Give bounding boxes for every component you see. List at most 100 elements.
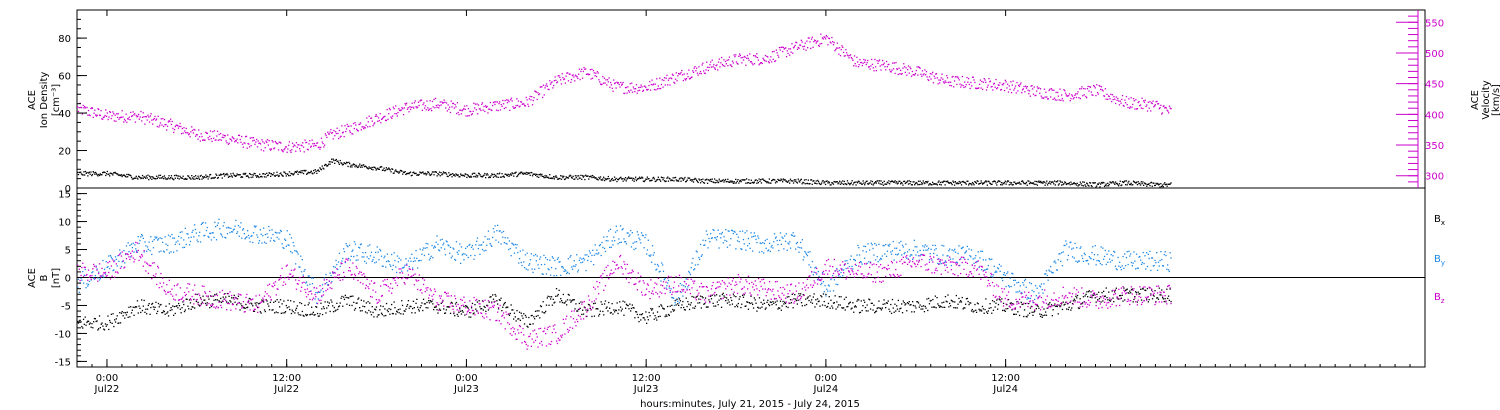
by-point [451, 255, 453, 257]
bx-point [489, 296, 491, 298]
velocity-point [913, 74, 915, 76]
by-point [517, 251, 519, 254]
bx-point [880, 307, 882, 310]
density-point [465, 173, 467, 176]
velocity-point [268, 140, 270, 142]
velocity-point [564, 82, 566, 84]
velocity-point [1099, 85, 1101, 87]
velocity-point [608, 77, 610, 79]
velocity-point [713, 64, 715, 66]
bx-point [942, 306, 944, 308]
bx-point [687, 301, 689, 303]
velocity-point [1025, 87, 1028, 89]
bx-point [1169, 288, 1171, 290]
bx-point [587, 309, 589, 312]
bx-point [915, 307, 917, 309]
density-point [1075, 184, 1078, 186]
by-point [214, 221, 216, 223]
bx-point [978, 308, 980, 310]
bx-point [272, 309, 274, 311]
by-point [283, 247, 285, 249]
bx-point [433, 308, 435, 311]
by-point [455, 241, 458, 243]
density-point [1016, 182, 1018, 184]
bx-point [132, 306, 134, 308]
velocity-point [993, 82, 995, 84]
bx-point [268, 305, 270, 307]
bx-point [794, 294, 796, 296]
density-point [479, 174, 481, 176]
velocity-point [245, 136, 247, 138]
by-point [305, 282, 307, 284]
velocity-point [849, 54, 851, 57]
density-point [284, 173, 287, 175]
density-point [136, 177, 138, 179]
density-point [713, 181, 715, 184]
by-point [690, 267, 692, 269]
density-point [172, 178, 174, 180]
density-point [132, 178, 134, 180]
velocity-point [1039, 88, 1042, 90]
by-point [617, 243, 619, 245]
by-point [615, 225, 617, 227]
bx-point [850, 308, 852, 310]
bx-point [194, 307, 196, 309]
bx-point [949, 302, 951, 305]
velocity-point [508, 100, 510, 103]
bx-point [153, 308, 155, 311]
density-point [686, 179, 688, 181]
density-point [102, 171, 105, 173]
density-point [291, 173, 293, 175]
density-point [1059, 180, 1061, 182]
density-point [861, 183, 863, 185]
density-point [671, 179, 673, 181]
density-point [111, 173, 113, 175]
density-point [827, 182, 829, 184]
by-point [728, 230, 730, 232]
by-point [226, 233, 229, 235]
velocity-point [177, 125, 179, 127]
bx-point [496, 300, 498, 302]
by-point [365, 262, 367, 264]
velocity-point [1107, 95, 1110, 97]
density-point [706, 178, 708, 180]
velocity-point [587, 73, 589, 75]
density-point [408, 173, 410, 175]
by-point [318, 291, 320, 293]
velocity-point [704, 72, 706, 75]
velocity-point [931, 73, 933, 75]
by-point [450, 257, 452, 259]
velocity-point [898, 67, 900, 69]
by-point [226, 227, 228, 229]
bx-point [578, 302, 580, 305]
by-point [95, 265, 97, 267]
velocity-point [1123, 105, 1125, 107]
density-point [1054, 184, 1056, 186]
density-point [1143, 184, 1145, 186]
density-point [674, 176, 677, 179]
bx-point [136, 300, 139, 302]
density-point [197, 175, 199, 177]
density-point [677, 179, 679, 182]
velocity-point [1135, 99, 1137, 101]
density-point [86, 171, 88, 174]
velocity-point [1100, 88, 1102, 91]
density-point [345, 163, 347, 165]
density-point [520, 171, 523, 173]
density-point [531, 171, 533, 174]
density-point [525, 171, 527, 174]
density-point [169, 178, 171, 180]
bx-point [515, 320, 517, 322]
velocity-point [728, 56, 731, 58]
velocity-point [926, 76, 928, 78]
density-point [173, 179, 175, 181]
velocity-point [260, 149, 262, 151]
density-point [1071, 183, 1073, 185]
by-point [793, 235, 795, 237]
velocity-point [491, 109, 493, 112]
velocity-point [1035, 94, 1037, 97]
density-point [88, 171, 90, 173]
density-point [619, 177, 621, 179]
density-point [835, 181, 837, 183]
velocity-point [104, 114, 106, 117]
